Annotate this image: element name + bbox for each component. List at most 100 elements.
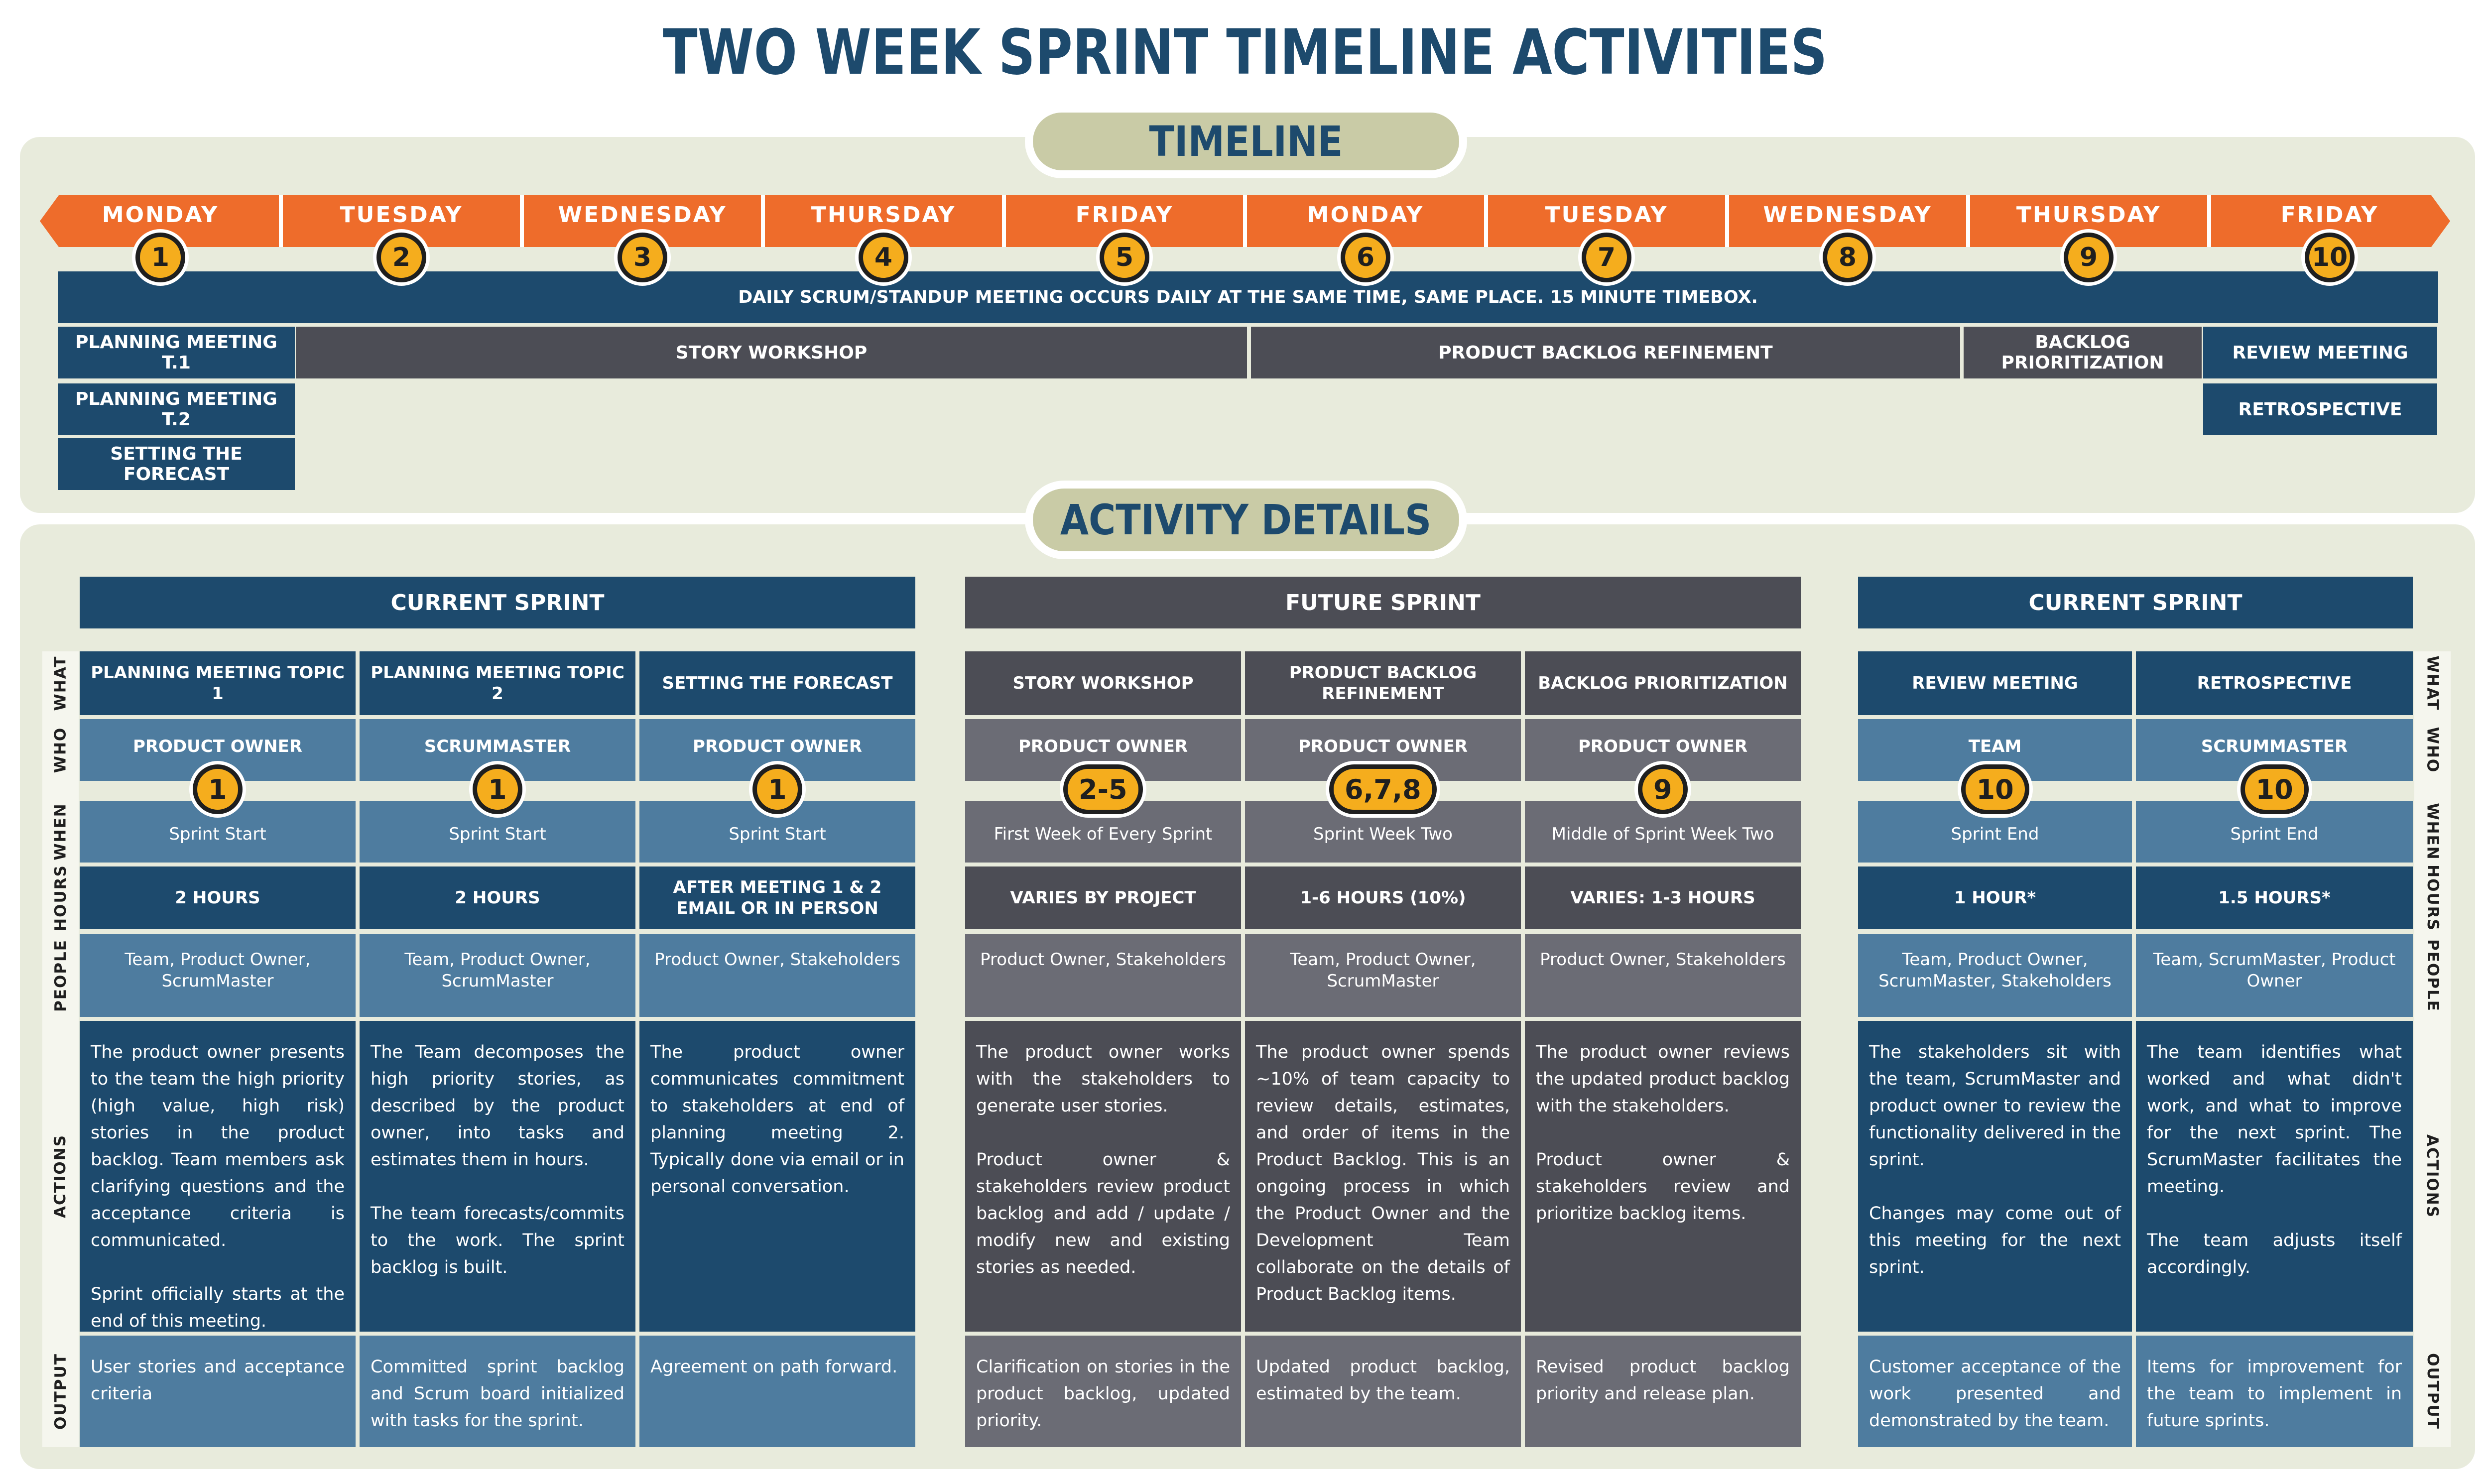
day-label-8: WEDNESDAY bbox=[1763, 202, 1932, 228]
day-badge: 1 bbox=[473, 764, 522, 814]
activity-people-cell: Team, Product Owner, ScrumMaster bbox=[1245, 934, 1521, 1017]
activity-people-cell: Team, Product Owner, ScrumMaster bbox=[80, 934, 356, 1017]
day-label-4: THURSDAY bbox=[811, 202, 956, 228]
row-label-text: WHO bbox=[2423, 727, 2442, 773]
activity-what-cell: SETTING THE FORECAST bbox=[639, 651, 915, 715]
activity-hours-cell: VARIES BY PROJECT bbox=[965, 866, 1241, 929]
timeline-pill: TIMELINE bbox=[1025, 105, 1467, 178]
day-label-2: TUESDAY bbox=[340, 202, 463, 228]
row-label-text: WHEN bbox=[51, 803, 70, 861]
activity-people-cell: Team, Product Owner, ScrumMaster bbox=[360, 934, 635, 1017]
day-label-9: THURSDAY bbox=[2016, 202, 2161, 228]
row-label-hours-right: HOURS bbox=[2414, 865, 2451, 931]
activity-people-cell: Product Owner, Stakeholders bbox=[639, 934, 915, 1017]
day-label-3: WEDNESDAY bbox=[558, 202, 727, 228]
activity-hours-cell: 2 HOURS bbox=[80, 866, 356, 929]
planning-t2-box: PLANNING MEETING T.2 bbox=[58, 383, 295, 435]
row-label-output-left: OUTPUT bbox=[42, 1336, 79, 1447]
day-badge: 1 bbox=[752, 764, 802, 814]
row-label-output-right: OUTPUT bbox=[2414, 1336, 2451, 1447]
review-meeting-box: REVIEW MEETING bbox=[2203, 327, 2437, 378]
activity-what-cell: RETROSPECTIVE bbox=[2136, 651, 2413, 715]
row-label-text: HOURS bbox=[2423, 865, 2442, 931]
day-badge: 10 bbox=[2240, 764, 2309, 814]
activity-hours-cell: 1.5 HOURS* bbox=[2136, 866, 2413, 929]
row-label-text: PEOPLE bbox=[51, 939, 70, 1012]
day-badge: 10 bbox=[1961, 764, 2029, 814]
planning-t1-box: PLANNING MEETING T.1 bbox=[58, 327, 295, 378]
day-badge: 9 bbox=[1638, 764, 1688, 814]
day-number-badge: 5 bbox=[1100, 233, 1149, 282]
activity-people-cell: Team, Product Owner, ScrumMaster, Stakeh… bbox=[1858, 934, 2132, 1017]
day-label-1: MONDAY bbox=[102, 202, 219, 228]
activity-hours-cell: 2 HOURS bbox=[360, 866, 635, 929]
day-number-badge: 4 bbox=[859, 233, 908, 282]
row-label-text: ACTIONS bbox=[2423, 1134, 2442, 1219]
timeline-panel bbox=[20, 137, 2475, 513]
day-number-badge: 2 bbox=[376, 233, 426, 282]
row-label-text: HOURS bbox=[51, 865, 70, 931]
activity-hours-cell: VARIES: 1-3 HOURS bbox=[1525, 866, 1801, 929]
activity-what-cell: PLANNING MEETING TOPIC 1 bbox=[80, 651, 356, 715]
row-label-text: OUTPUT bbox=[2423, 1353, 2442, 1430]
activity-hours-cell: 1 HOUR* bbox=[1858, 866, 2132, 929]
activity-output-cell: Committed sprint backlog and Scrum board… bbox=[360, 1336, 635, 1447]
day-number-badge: 8 bbox=[1823, 233, 1872, 282]
day-number-badge: 1 bbox=[135, 233, 185, 282]
row-label-text: OUTPUT bbox=[51, 1353, 70, 1430]
row-label-hours-left: HOURS bbox=[42, 865, 79, 931]
day-badge: 6,7,8 bbox=[1329, 764, 1437, 814]
day-badge: 1 bbox=[193, 764, 243, 814]
activity-output-cell: Items for improvement for the team to im… bbox=[2136, 1336, 2413, 1447]
backlog-prioritization-box: BACKLOG PRIORITIZATION bbox=[1964, 327, 2202, 378]
activity-actions-cell: The product owner reviews the updated pr… bbox=[1525, 1021, 1801, 1332]
day-number-badge: 7 bbox=[1582, 233, 1631, 282]
retrospective-box: RETROSPECTIVE bbox=[2203, 383, 2437, 435]
activity-what-cell: PLANNING MEETING TOPIC 2 bbox=[360, 651, 635, 715]
row-label-actions-right: ACTIONS bbox=[2414, 1021, 2451, 1332]
row-label-people-left: PEOPLE bbox=[42, 934, 79, 1017]
backlog-refinement-bar: PRODUCT BACKLOG REFINEMENT bbox=[1251, 327, 1960, 378]
activity-details-pill: ACTIVITY DETAILS bbox=[1025, 481, 1467, 559]
day-number-badge: 6 bbox=[1341, 233, 1390, 282]
forecast-box: SETTING THE FORECAST bbox=[58, 438, 295, 490]
row-label-text: PEOPLE bbox=[2423, 939, 2442, 1012]
row-label-who-right: WHO bbox=[2414, 719, 2451, 781]
activity-what-cell: BACKLOG PRIORITIZATION bbox=[1525, 651, 1801, 715]
day-label-5: FRIDAY bbox=[1075, 202, 1174, 228]
group-header-current-sprint-end: CURRENT SPRINT bbox=[1858, 577, 2413, 628]
activity-people-cell: Team, ScrumMaster, Product Owner bbox=[2136, 934, 2413, 1017]
daily-scrum-bar: DAILY SCRUM/STANDUP MEETING OCCURS DAILY… bbox=[58, 271, 2438, 323]
activity-output-cell: Agreement on path forward. bbox=[639, 1336, 915, 1447]
row-label-who-left: WHO bbox=[42, 719, 79, 781]
activity-details-label: ACTIVITY DETAILS bbox=[1060, 495, 1432, 544]
page-title: TWO WEEK SPRINT TIMELINE ACTIVITIES bbox=[662, 16, 1828, 89]
row-label-text: WHAT bbox=[2423, 655, 2442, 711]
activity-actions-cell: The stakeholders sit with the team, Scru… bbox=[1858, 1021, 2132, 1332]
row-label-what-right: WHAT bbox=[2414, 651, 2451, 715]
day-label-6: MONDAY bbox=[1307, 202, 1424, 228]
row-label-when-left: WHEN bbox=[42, 801, 79, 863]
activity-actions-cell: The product owner communicates commitmen… bbox=[639, 1021, 915, 1332]
activity-output-cell: Clarification on stories in the product … bbox=[965, 1336, 1241, 1447]
activity-actions-cell: The product owner presents to the team t… bbox=[80, 1021, 356, 1332]
row-label-text: WHO bbox=[51, 727, 70, 773]
row-label-people-right: PEOPLE bbox=[2414, 934, 2451, 1017]
story-workshop-bar: STORY WORKSHOP bbox=[296, 327, 1247, 378]
activity-output-cell: Customer acceptance of the work presente… bbox=[1858, 1336, 2132, 1447]
activity-output-cell: User stories and acceptance criteria bbox=[80, 1336, 356, 1447]
activity-actions-cell: The Team decomposes the high priority st… bbox=[360, 1021, 635, 1332]
activity-what-cell: PRODUCT BACKLOG REFINEMENT bbox=[1245, 651, 1521, 715]
activity-hours-cell: 1-6 HOURS (10%) bbox=[1245, 866, 1521, 929]
day-label-7: TUESDAY bbox=[1545, 202, 1668, 228]
day-label-10: FRIDAY bbox=[2280, 202, 2379, 228]
activity-who-cell: SCRUMMASTER bbox=[2136, 719, 2413, 781]
activity-what-cell: STORY WORKSHOP bbox=[965, 651, 1241, 715]
activity-output-cell: Updated product backlog, estimated by th… bbox=[1245, 1336, 1521, 1447]
day-number-badge: 10 bbox=[2305, 233, 2355, 282]
activity-output-cell: Revised product backlog priority and rel… bbox=[1525, 1336, 1801, 1447]
activity-people-cell: Product Owner, Stakeholders bbox=[965, 934, 1241, 1017]
row-label-when-right: WHEN bbox=[2414, 801, 2451, 863]
row-label-text: WHEN bbox=[2423, 803, 2442, 861]
group-header-future-sprint: FUTURE SPRINT bbox=[965, 577, 1801, 628]
